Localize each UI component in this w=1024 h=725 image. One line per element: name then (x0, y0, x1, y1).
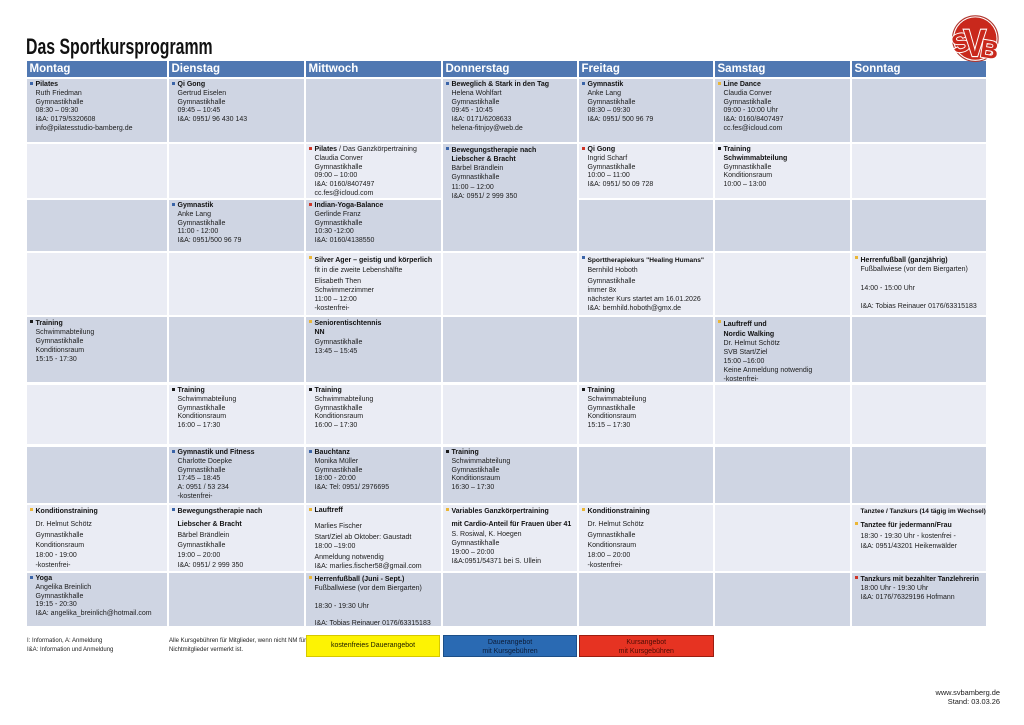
svg-text:V: V (964, 21, 987, 63)
svg-text:B: B (978, 35, 1000, 63)
